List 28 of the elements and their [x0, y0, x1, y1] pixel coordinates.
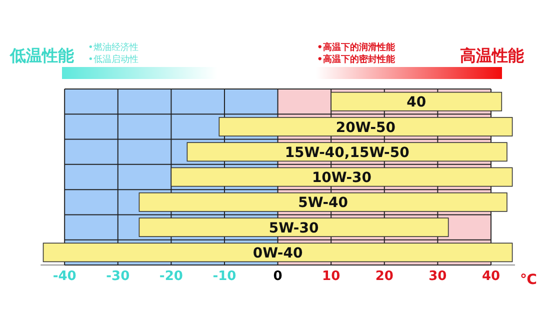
bar — [170, 167, 513, 187]
x-tick-label: -10 — [212, 269, 236, 284]
x-tick-label: -40 — [52, 269, 76, 284]
x-tick-label: 0 — [273, 269, 282, 284]
x-tick-label: 20 — [375, 269, 394, 284]
x-tick-label: 40 — [482, 269, 500, 284]
y-tick-label: 10W-30 — [312, 170, 372, 186]
x-tick-label: -30 — [106, 269, 130, 284]
x-tick-label: -20 — [159, 269, 183, 284]
y-tick-label: 0W-40 — [252, 245, 303, 262]
y-tick-label: 15W-40,15W-50 — [284, 144, 410, 161]
x-tick-label: 30 — [428, 269, 447, 284]
bar — [218, 117, 513, 136]
x-tick-label: 10 — [322, 269, 340, 284]
x-axis-title: ℃ — [520, 272, 537, 288]
text: •低温启动性 — [88, 54, 138, 65]
bar — [138, 218, 449, 237]
text: •高温下的密封性能 — [317, 54, 396, 65]
text: •高温下的润滑性能 — [317, 42, 396, 53]
text: 高温性能 — [460, 46, 524, 65]
y-tick-label: 20W-50 — [336, 120, 396, 136]
y-tick-label: 5W-30 — [268, 220, 319, 236]
y-tick-label: 5W-40 — [298, 195, 348, 212]
text: •燃油经济性 — [88, 42, 138, 53]
bar — [138, 192, 508, 212]
bar — [330, 92, 502, 112]
bar — [42, 242, 513, 262]
text: 低温性能 — [9, 46, 74, 65]
